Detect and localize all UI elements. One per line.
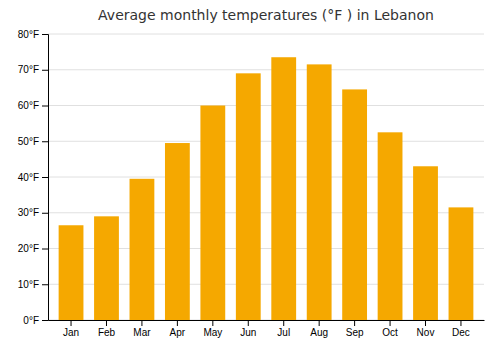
title: Average monthly temperatures (°F ) in Le…: [98, 7, 434, 23]
x-tick-mark: [106, 320, 107, 326]
y-tick-label: 30°F: [18, 207, 39, 218]
x-tick: Apr: [170, 320, 186, 338]
y-tick: 10°F: [18, 279, 48, 290]
x-tick: Feb: [98, 320, 116, 338]
bar: [165, 143, 190, 320]
bar: [413, 166, 438, 320]
x-tick-mark: [177, 320, 178, 326]
x-tick-mark: [248, 320, 249, 326]
x-tick: May: [203, 320, 222, 338]
y-tick-mark: [42, 177, 48, 178]
y-tick: 40°F: [18, 172, 48, 183]
y-tick-label: 0°F: [23, 315, 39, 326]
bar: [94, 216, 119, 320]
axis-line: [42, 35, 49, 321]
y-tick-label: 10°F: [18, 279, 39, 290]
y-tick-label: 50°F: [18, 136, 39, 147]
y-tick-label: 60°F: [18, 100, 39, 111]
x-tick-mark: [283, 320, 284, 326]
y-tick-mark: [42, 141, 48, 142]
y-tick-label: 80°F: [18, 29, 39, 40]
x-tick: Sep: [346, 320, 364, 338]
x-tick-mark: [319, 320, 320, 326]
x-tick-label: Jan: [63, 327, 79, 338]
x-tick: Aug: [310, 320, 328, 338]
y-tick: 60°F: [18, 100, 48, 111]
x-tick-label: Sep: [346, 327, 364, 338]
x-tick: Jan: [63, 320, 79, 338]
x-tick-mark: [141, 320, 142, 326]
x-axis: Jan Feb Mar Apr May Jun Jul Aug Sep Oct Nov Dec: [49, 320, 485, 338]
y-tick-mark: [42, 284, 48, 285]
y-tick-label: 70°F: [18, 64, 39, 75]
grid-line: [48, 34, 484, 35]
y-tick-mark: [42, 249, 48, 250]
x-tick-label: Nov: [417, 327, 435, 338]
x-tick-label: Jul: [277, 327, 290, 338]
chart: Jan Feb Mar Apr May Jun Jul Aug Sep Oct Nov Dec 0°F 1…: [0, 0, 500, 350]
y-tick-label: 40°F: [18, 172, 39, 183]
x-tick-mark: [425, 320, 426, 326]
x-tick: Mar: [133, 320, 151, 338]
x-tick-mark: [390, 320, 391, 326]
x-tick-mark: [354, 320, 355, 326]
x-tick: Dec: [452, 320, 470, 338]
grid: [48, 34, 484, 320]
x-tick-mark: [212, 320, 213, 326]
x-tick-label: Feb: [98, 327, 116, 338]
bar: [236, 73, 261, 320]
bars: [59, 57, 474, 320]
y-tick-mark: [42, 70, 48, 71]
y-tick-label: 20°F: [18, 243, 39, 254]
x-tick-label: Apr: [170, 327, 186, 338]
bar: [59, 225, 84, 320]
x-tick-label: Dec: [452, 327, 470, 338]
bar: [378, 132, 403, 320]
bar: [307, 64, 332, 320]
y-tick-mark: [42, 213, 48, 214]
y-tick: 70°F: [18, 64, 48, 75]
plot: Jan Feb Mar Apr May Jun Jul Aug Sep Oct Nov Dec 0°F 1…: [18, 29, 485, 338]
bar: [342, 89, 367, 320]
x-tick-label: May: [203, 327, 222, 338]
bar: [200, 106, 225, 321]
x-tick: Nov: [417, 320, 435, 338]
bar: [271, 57, 296, 320]
bar: [449, 207, 474, 320]
y-tick-mark: [42, 34, 48, 35]
y-tick: 0°F: [23, 315, 48, 326]
grid-line: [48, 105, 484, 106]
x-tick: Jun: [240, 320, 256, 338]
y-tick: 20°F: [18, 243, 48, 254]
grid-line: [48, 69, 484, 70]
axis-line: [49, 320, 485, 321]
y-tick: 50°F: [18, 136, 48, 147]
x-tick: Oct: [382, 320, 398, 338]
y-tick: 80°F: [18, 29, 48, 40]
y-tick-mark: [42, 106, 48, 107]
y-axis: 0°F 10°F 20°F 30°F 40°F 50°F 60°F 70°F 80°F: [18, 29, 49, 326]
x-tick-label: Mar: [133, 327, 151, 338]
x-tick-mark: [460, 320, 461, 326]
x-tick-mark: [71, 320, 72, 326]
y-tick: 30°F: [18, 207, 48, 218]
grid-line: [48, 141, 484, 142]
x-tick-label: Jun: [240, 327, 256, 338]
x-tick-label: Oct: [382, 327, 398, 338]
x-tick: Jul: [277, 320, 290, 338]
y-tick-mark: [42, 320, 48, 321]
bar: [130, 179, 155, 320]
x-tick-label: Aug: [310, 327, 328, 338]
